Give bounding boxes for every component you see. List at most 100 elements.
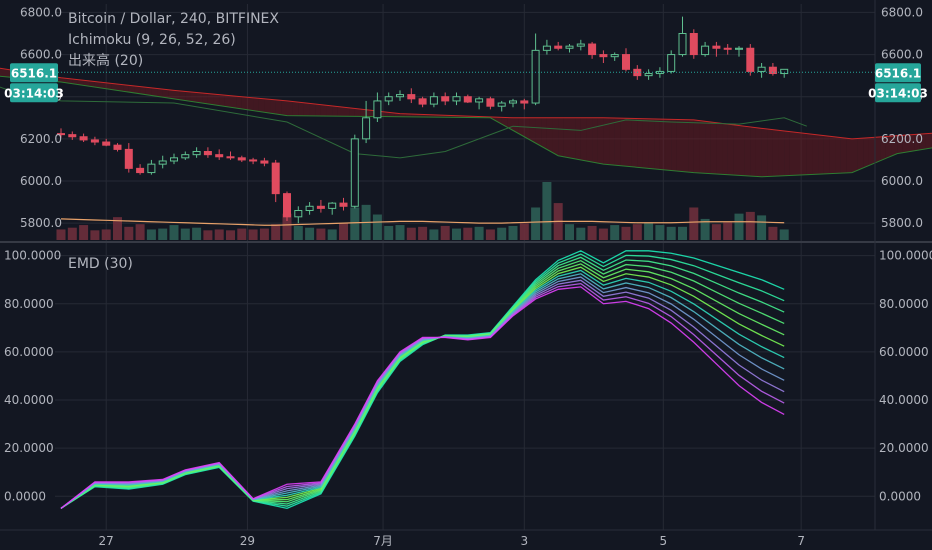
cloud-segment [496, 117, 502, 125]
cloud-segment [789, 131, 796, 176]
candle-body [396, 94, 404, 98]
candle-body [723, 47, 732, 50]
cloud-segment [383, 111, 389, 117]
cloud-segment [388, 112, 395, 117]
price-legend: Bitcoin / Dollar, 240, BITFINEX Ichimoku… [68, 9, 279, 72]
cloud-segment [230, 95, 237, 109]
cloud-segment [885, 136, 892, 159]
cloud-segment [580, 117, 587, 161]
cloud-segment [513, 117, 519, 134]
cloud-segment [914, 134, 920, 151]
cloud-segment [264, 98, 271, 114]
cloud-segment [224, 95, 231, 108]
candle-body [520, 100, 529, 104]
cloud-segment [902, 134, 909, 153]
cloud-segment [705, 121, 711, 174]
x-tick-label: 5 [659, 534, 667, 548]
cloud-segment [320, 104, 327, 117]
cloud-segment [292, 101, 299, 116]
volume-bar [384, 225, 394, 240]
cloud-segment [665, 119, 672, 171]
candle-body [735, 47, 743, 50]
symbol-title[interactable]: Bitcoin / Dollar, 240, BITFINEX [68, 11, 279, 27]
cloud-segment [654, 118, 660, 170]
candle-body [249, 159, 258, 162]
candle-body [57, 133, 65, 136]
cloud-segment [603, 117, 610, 165]
volume-bar [180, 228, 190, 240]
candle-body [475, 98, 484, 103]
cloud-segment [128, 85, 135, 93]
volume-bar [226, 230, 235, 240]
volume-bar [271, 224, 281, 240]
volume-bar [598, 228, 608, 240]
price-y-tick-left: 6800.0 [20, 5, 62, 19]
price-y-tick-left: 5800.0 [20, 216, 62, 230]
candle-body [418, 98, 427, 105]
candle-body [497, 102, 506, 107]
volume-bar [56, 229, 66, 240]
volume-bar [124, 226, 134, 240]
cloud-segment [806, 133, 813, 175]
countdown-badge-left [10, 83, 58, 103]
cloud-segment [117, 84, 124, 92]
cloud-segment [597, 117, 604, 165]
volume-bar [339, 223, 348, 240]
cloud-segment [818, 134, 824, 175]
candle-body [780, 68, 789, 75]
cloud-segment [236, 96, 242, 109]
cloud-segment [416, 114, 423, 117]
emd-label[interactable]: EMD (30) [68, 256, 133, 272]
cloud-segment [671, 119, 677, 171]
volume-bar [644, 222, 654, 240]
cloud-segment [349, 107, 355, 117]
last-price-badge-right [875, 63, 921, 83]
cloud-segment [767, 128, 773, 177]
cloud-segment [400, 113, 406, 117]
candle-body [203, 151, 212, 156]
candle-body [452, 96, 461, 102]
volume-bar [655, 225, 665, 240]
volume-bar [587, 225, 597, 240]
volume-bar [146, 229, 156, 240]
price-y-tick-right: 6600.0 [881, 48, 923, 62]
cloud-segment [247, 97, 254, 111]
cloud-segment [518, 117, 525, 137]
candle-body [599, 54, 608, 58]
candle-body [124, 148, 133, 169]
volume-bar [745, 211, 755, 240]
cloud-segment [795, 132, 802, 176]
candle-body [305, 205, 314, 212]
volume-bar [259, 228, 269, 240]
volume-bar [723, 222, 733, 240]
emd-y-tick-right: 80.0000 [879, 297, 929, 311]
cloud-segment [140, 86, 146, 95]
cloud-segment [123, 84, 129, 93]
cloud-segment [626, 118, 632, 167]
price-y-tick-left: 6200.0 [20, 132, 62, 146]
cloud-segment [72, 79, 78, 85]
last-price-badge-left-text: 6516.1 [11, 66, 57, 80]
ichimoku-label[interactable]: Ichimoku (9, 26, 52, 26) [68, 32, 236, 48]
cloud-segment [558, 117, 564, 157]
cloud-segment [354, 108, 361, 117]
cloud-segment [710, 122, 717, 174]
volume-bar [90, 230, 100, 240]
cloud-segment [529, 117, 536, 144]
cloud-segment [880, 136, 886, 161]
candle-body [102, 141, 111, 146]
candle-body [622, 54, 630, 70]
emd-y-tick-right: 100.0000 [879, 249, 932, 263]
volume-bar [237, 228, 247, 240]
cloud-segment [755, 127, 762, 177]
cloud-segment [546, 117, 553, 153]
volume-bar [610, 225, 620, 240]
cloud-segment [100, 82, 107, 89]
candle-body [79, 136, 88, 141]
cloud-segment [309, 103, 316, 116]
x-tick-label: 7 [797, 534, 805, 548]
candle-body [463, 96, 472, 103]
emd-series-line [60, 286, 785, 509]
volume-label[interactable]: 出来高 (20) [68, 53, 144, 69]
